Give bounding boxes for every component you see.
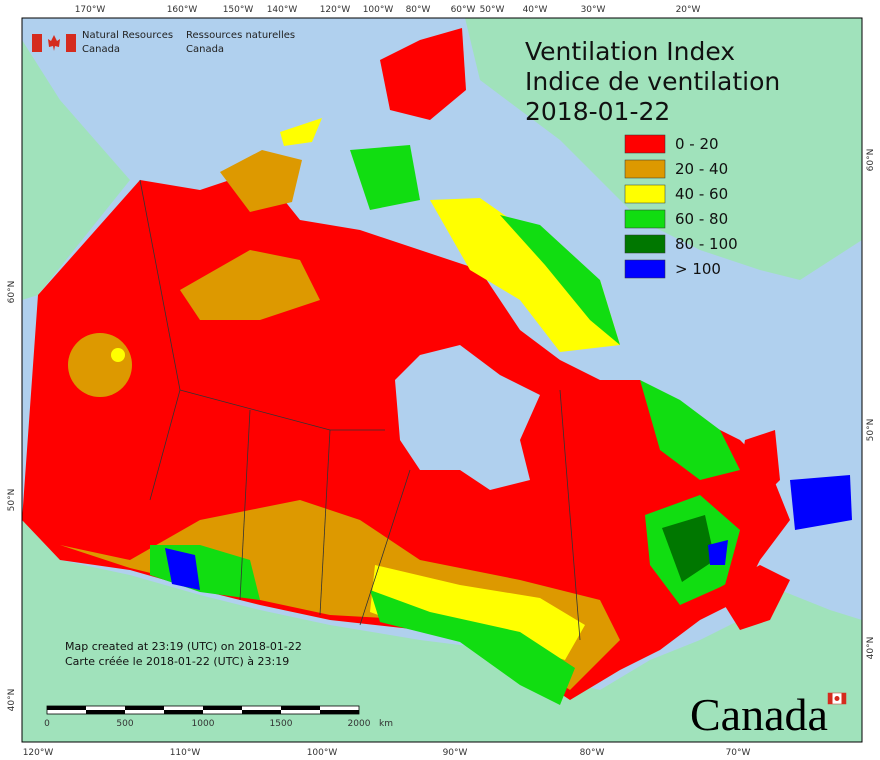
lon-label: 100°W	[307, 748, 338, 758]
lon-label: 150°W	[223, 5, 254, 15]
region-bc-spot	[111, 348, 125, 362]
region-maritimes	[715, 565, 790, 630]
lon-label: 40°W	[523, 5, 548, 15]
land-alaska	[22, 40, 130, 300]
lon-label: 70°W	[726, 748, 751, 758]
lat-label: 50°N	[866, 419, 876, 442]
scale-label: 0	[44, 719, 50, 729]
scale-unit: km	[379, 719, 393, 729]
credit: Map created at 23:19 (UTC) on 2018-01-22	[65, 640, 302, 653]
wordmark-flag-bar	[828, 693, 833, 704]
island-green	[350, 145, 420, 210]
title: 2018-01-22	[525, 97, 670, 126]
legend-label: 40 - 60	[675, 185, 728, 203]
island-yellow	[280, 118, 322, 146]
wordmark: Canada	[690, 689, 847, 740]
legend-label: 60 - 80	[675, 210, 728, 228]
scale-segment	[242, 710, 281, 714]
nrcan-logo	[32, 34, 76, 52]
map-body	[22, 18, 862, 742]
title: Ventilation Index	[525, 37, 735, 66]
lon-label: 30°W	[581, 5, 606, 15]
credit: Carte créée le 2018-01-22 (UTC) à 23:19	[65, 655, 289, 668]
lat-label: 40°N	[866, 637, 876, 660]
lon-label: 90°W	[443, 748, 468, 758]
region-north	[180, 250, 320, 320]
lon-label: 100°W	[363, 5, 394, 15]
agency-fr: Ressources naturelles	[186, 30, 295, 41]
island-baffin	[430, 198, 620, 352]
lon-label: 160°W	[167, 5, 198, 15]
legend-swatch	[624, 234, 666, 254]
region-south-yellow	[370, 565, 585, 660]
region-east-dark	[662, 515, 715, 582]
lon-label: 120°W	[320, 5, 351, 15]
scale-label: 2000	[348, 719, 371, 729]
island-ellesmere	[380, 28, 466, 120]
wordmark-leaf	[834, 696, 840, 701]
lat-label: 60°N	[7, 281, 17, 304]
region-newfoundland	[790, 475, 852, 530]
wordmark-flag-bar	[841, 693, 846, 704]
legend-swatch	[624, 209, 666, 229]
province-border	[359, 469, 411, 626]
wordmark-text: Canada	[690, 689, 828, 740]
legend-swatch	[624, 134, 666, 154]
scale-segment	[86, 710, 125, 714]
scale-segment	[164, 710, 203, 714]
scale-segment	[320, 710, 359, 714]
frame	[21, 17, 863, 743]
lon-label: 140°W	[267, 5, 298, 15]
scale-segment	[203, 706, 242, 710]
region-bc	[68, 333, 132, 397]
lon-label: 80°W	[406, 5, 431, 15]
region-labrador	[640, 380, 740, 480]
scale-label: 1500	[270, 719, 293, 729]
agency-en: Natural Resources	[82, 30, 173, 41]
flag-bar	[32, 34, 42, 52]
island-baffin-green	[500, 215, 620, 345]
agency-fr: Canada	[186, 44, 224, 55]
legend-swatch	[624, 184, 666, 204]
province-border	[319, 429, 331, 616]
lon-label: 110°W	[170, 748, 201, 758]
region-prairie-blue	[165, 548, 200, 590]
legend-swatch	[624, 259, 666, 279]
lon-label: 50°W	[480, 5, 505, 15]
land-us	[22, 520, 862, 742]
scale-segment	[125, 706, 164, 710]
legend-label: 0 - 20	[675, 135, 719, 153]
lon-label: 80°W	[580, 748, 605, 758]
lon-label: 20°W	[676, 5, 701, 15]
lon-label: 170°W	[75, 5, 106, 15]
province-border	[239, 409, 251, 601]
hudson-bay	[395, 345, 540, 490]
legend-label: 20 - 40	[675, 160, 728, 178]
scale-segment	[281, 706, 320, 710]
lat-label: 40°N	[7, 689, 17, 712]
maple-leaf	[48, 35, 60, 51]
legend-swatch	[624, 159, 666, 179]
lon-label: 120°W	[23, 748, 54, 758]
region-newfoundland-w	[740, 430, 780, 500]
agency-en: Canada	[82, 44, 120, 55]
lat-label: 50°N	[7, 489, 17, 512]
lon-label: 60°W	[451, 5, 476, 15]
scale-segment	[47, 706, 86, 710]
province-border	[559, 389, 581, 641]
island-west	[220, 150, 302, 212]
legend-label: 80 - 100	[675, 235, 738, 253]
scale-label: 1000	[192, 719, 215, 729]
region-east-blue	[708, 540, 728, 565]
region-south-green	[370, 590, 575, 705]
flag-bar	[66, 34, 76, 52]
legend-label: > 100	[675, 260, 721, 278]
title: Indice de ventilation	[525, 67, 780, 96]
scale-label: 500	[116, 719, 133, 729]
lat-label: 60°N	[866, 149, 876, 172]
